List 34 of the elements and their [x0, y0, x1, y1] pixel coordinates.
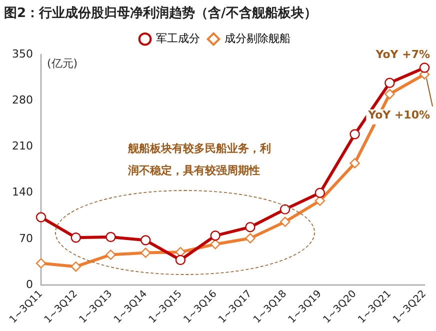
annotation: YoY +7%: [374, 48, 430, 62]
y-axis-title: (亿元): [46, 56, 78, 70]
point: [36, 258, 46, 268]
y-tick-label: 70: [18, 232, 33, 245]
point: [350, 129, 360, 140]
point: [245, 222, 256, 232]
point: [140, 248, 151, 258]
point: [70, 232, 81, 243]
point: [384, 89, 395, 100]
point: [70, 261, 81, 272]
y-tick-label: 140: [12, 186, 33, 199]
point: [36, 212, 46, 222]
legend-label: 成分剔除舰船: [224, 32, 290, 45]
legend-label: 军工成分: [156, 32, 200, 45]
point: [210, 239, 220, 250]
y-tick-label: 210: [12, 140, 33, 153]
point: [106, 250, 116, 260]
point: [314, 188, 326, 198]
annotation: YoY +10%: [367, 108, 430, 122]
annotation: 舰船板块有较多民船业务，利润不稳定，具有较强周期性: [126, 142, 271, 177]
chart-title: 图2：行业成份股归母净利润趋势（含/不含舰船板块）: [4, 5, 317, 22]
point: [419, 62, 430, 73]
point: [280, 204, 290, 214]
y-tick-label: 350: [12, 47, 33, 60]
point: [210, 230, 220, 241]
y-tick-label: 0: [26, 278, 33, 291]
point: [106, 232, 116, 242]
point: [280, 216, 290, 227]
point: [175, 254, 186, 266]
point: [140, 235, 151, 246]
point: [350, 158, 360, 168]
point: [384, 78, 395, 88]
point: [245, 233, 256, 244]
y-tick-label: 280: [12, 94, 33, 107]
